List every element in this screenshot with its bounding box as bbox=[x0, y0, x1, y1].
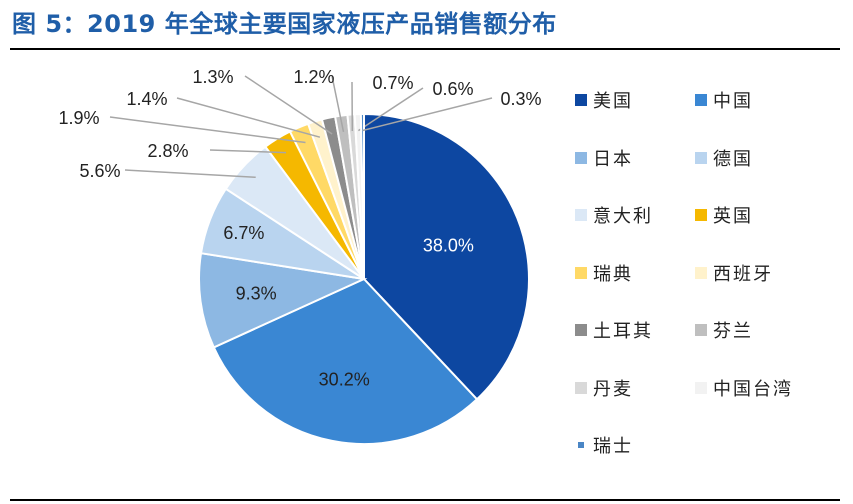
legend-swatch-0 bbox=[575, 94, 587, 106]
legend-item-8: 土耳其 bbox=[575, 318, 653, 342]
chart-title: 图 5：2019 年全球主要国家液压产品销售额分布 bbox=[12, 10, 557, 38]
legend-item-1: 中国 bbox=[695, 88, 753, 112]
bottom-divider bbox=[10, 499, 840, 501]
data-label-5: 2.8% bbox=[147, 141, 188, 161]
leader-line-7 bbox=[176, 97, 321, 138]
legend-item-3: 德国 bbox=[695, 146, 753, 170]
data-label-11: 0.6% bbox=[432, 79, 473, 99]
legend-label-7: 西班牙 bbox=[713, 263, 773, 285]
legend-swatch-6 bbox=[575, 266, 587, 279]
data-label-2: 9.3% bbox=[236, 284, 277, 304]
leader-line-9 bbox=[331, 75, 345, 133]
pie-slice-12 bbox=[359, 112, 365, 280]
legend-label-5: 英国 bbox=[713, 206, 753, 227]
data-label-0: 38.0% bbox=[423, 236, 474, 256]
legend-label-4: 意大利 bbox=[593, 206, 653, 227]
leader-line-11 bbox=[357, 87, 424, 132]
leader-line-5 bbox=[209, 149, 287, 154]
legend-item-12: 瑞士 bbox=[575, 433, 633, 457]
leader-line-12 bbox=[362, 97, 493, 132]
pie-slice-0 bbox=[363, 112, 530, 401]
data-label-8: 1.3% bbox=[192, 67, 233, 87]
legend-label-9: 芬兰 bbox=[713, 321, 753, 342]
top-divider bbox=[10, 48, 840, 50]
legend-swatch-3 bbox=[695, 151, 707, 164]
legend-swatch-2 bbox=[575, 151, 587, 164]
pie-slice-2 bbox=[198, 252, 368, 349]
legend-swatch-10 bbox=[575, 381, 587, 394]
data-label-12: 0.3% bbox=[500, 89, 541, 109]
legend-swatch-5 bbox=[695, 209, 707, 221]
data-label-9: 1.2% bbox=[293, 67, 334, 87]
legend-label-10: 丹麦 bbox=[593, 378, 633, 400]
legend-swatch-1 bbox=[695, 94, 707, 106]
legend-label-8: 土耳其 bbox=[593, 321, 653, 342]
legend-swatch-9 bbox=[695, 324, 707, 336]
leader-line-6 bbox=[109, 116, 306, 144]
legend-label-6: 瑞典 bbox=[593, 263, 633, 285]
legend-swatch-8 bbox=[575, 324, 587, 336]
data-label-1: 30.2% bbox=[319, 369, 370, 389]
legend-swatch-11 bbox=[695, 381, 707, 394]
legend-swatch-12 bbox=[578, 442, 584, 448]
legend-label-2: 日本 bbox=[593, 148, 633, 170]
legend-item-5: 英国 bbox=[695, 203, 753, 227]
legend-item-0: 美国 bbox=[575, 88, 633, 112]
leader-line-8 bbox=[244, 75, 333, 135]
legend-label-3: 德国 bbox=[713, 148, 753, 170]
legend-label-11: 中国台湾 bbox=[713, 378, 793, 400]
legend-item-9: 芬兰 bbox=[695, 318, 753, 342]
legend-label-0: 美国 bbox=[593, 91, 633, 112]
data-label-10: 0.7% bbox=[372, 73, 413, 93]
data-label-4: 5.6% bbox=[79, 161, 120, 181]
data-label-6: 1.9% bbox=[58, 108, 99, 128]
legend-label-1: 中国 bbox=[713, 91, 753, 112]
legend-item-2: 日本 bbox=[575, 146, 633, 170]
legend-item-11: 中国台湾 bbox=[695, 376, 793, 400]
leader-line-4 bbox=[124, 169, 256, 179]
legend-item-10: 丹麦 bbox=[575, 376, 633, 400]
data-label-3: 6.7% bbox=[223, 223, 264, 243]
legend-item-4: 意大利 bbox=[575, 203, 653, 227]
legend-item-6: 瑞典 bbox=[575, 261, 633, 285]
legend-swatch-7 bbox=[695, 266, 707, 279]
legend-item-7: 西班牙 bbox=[695, 261, 773, 285]
legend-swatch-4 bbox=[575, 209, 587, 221]
data-label-7: 1.4% bbox=[126, 89, 167, 109]
legend-label-12: 瑞士 bbox=[593, 436, 633, 457]
pie-slice-1 bbox=[212, 277, 479, 445]
